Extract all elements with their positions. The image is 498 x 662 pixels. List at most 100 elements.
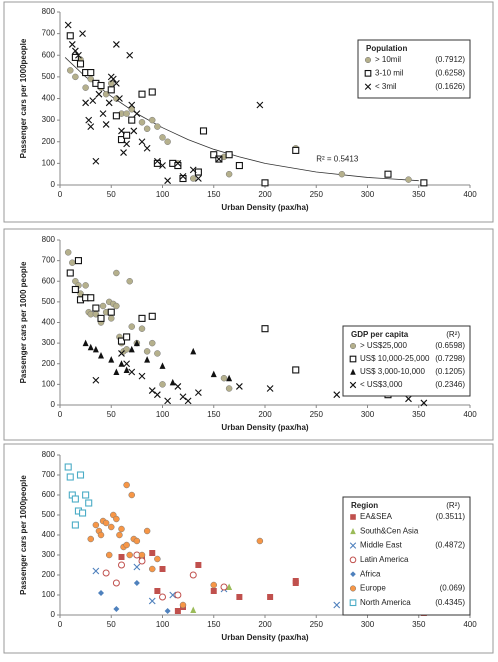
point bbox=[149, 550, 156, 556]
point bbox=[112, 79, 120, 87]
legend-label: North America bbox=[360, 598, 411, 607]
x-tick-label: 50 bbox=[107, 190, 116, 199]
point bbox=[87, 123, 95, 131]
point bbox=[116, 95, 123, 102]
legend-label: EA&SEA bbox=[360, 512, 393, 521]
point bbox=[405, 176, 412, 183]
y-tick-label: 800 bbox=[42, 235, 56, 244]
point bbox=[338, 170, 346, 178]
point bbox=[174, 159, 182, 167]
x-tick-label: 350 bbox=[412, 620, 426, 629]
point bbox=[138, 372, 146, 380]
point bbox=[76, 471, 85, 479]
point bbox=[159, 162, 166, 169]
point bbox=[82, 491, 90, 499]
point bbox=[292, 580, 299, 586]
x-tick-label: 300 bbox=[361, 190, 375, 199]
point bbox=[123, 140, 131, 148]
point bbox=[261, 179, 269, 187]
point bbox=[64, 249, 72, 256]
point bbox=[154, 123, 161, 130]
point bbox=[226, 374, 233, 382]
legend-title: GDP per capita bbox=[351, 330, 409, 339]
legend-r2: (0.6258) bbox=[435, 68, 465, 77]
point bbox=[68, 41, 76, 48]
point bbox=[133, 580, 140, 586]
point bbox=[138, 119, 146, 126]
legend-marker bbox=[364, 69, 372, 77]
point bbox=[72, 73, 79, 81]
point bbox=[89, 97, 97, 105]
point bbox=[210, 370, 217, 378]
x-tick-label: 250 bbox=[310, 190, 324, 199]
point bbox=[102, 121, 110, 128]
point bbox=[117, 337, 126, 345]
point bbox=[138, 325, 146, 332]
point bbox=[138, 138, 146, 146]
legend-marker bbox=[349, 585, 357, 592]
point bbox=[292, 146, 300, 154]
legend-box bbox=[357, 39, 471, 99]
point bbox=[138, 551, 146, 559]
x-tick-label: 350 bbox=[412, 410, 426, 419]
point bbox=[405, 395, 412, 403]
y-tick-label: 500 bbox=[42, 72, 56, 81]
legend-r2: (0.4345) bbox=[435, 598, 465, 607]
point bbox=[98, 590, 104, 596]
point bbox=[64, 463, 72, 471]
point bbox=[169, 378, 176, 386]
point bbox=[128, 116, 136, 124]
y-axis-label: Passenger cars per 1000 people bbox=[19, 261, 28, 383]
point bbox=[154, 555, 161, 563]
point bbox=[225, 385, 233, 392]
point bbox=[154, 350, 161, 357]
x-tick-label: 400 bbox=[463, 410, 477, 419]
point bbox=[144, 356, 151, 363]
legend-label: < US$3,000 bbox=[360, 380, 403, 389]
point bbox=[107, 308, 115, 316]
point bbox=[189, 166, 197, 174]
point bbox=[143, 144, 151, 152]
point bbox=[220, 583, 228, 591]
legend-label: Europe bbox=[360, 584, 386, 593]
point bbox=[266, 385, 274, 392]
x-axis-label: Urban Density (pax/ha) bbox=[221, 203, 308, 212]
point bbox=[128, 101, 136, 109]
point bbox=[179, 393, 187, 401]
point bbox=[143, 348, 151, 355]
x-axis-label: Urban Density (pax/ha) bbox=[221, 633, 308, 642]
point bbox=[102, 519, 110, 527]
point bbox=[118, 554, 125, 560]
y-tick-label: 700 bbox=[42, 470, 56, 479]
point bbox=[292, 366, 300, 374]
point bbox=[333, 391, 341, 399]
point bbox=[87, 69, 95, 77]
x-tick-label: 150 bbox=[207, 410, 221, 419]
x-tick-label: 400 bbox=[463, 620, 477, 629]
point bbox=[112, 112, 120, 120]
y-tick-label: 200 bbox=[42, 137, 56, 146]
point bbox=[210, 151, 218, 159]
y-tick-label: 100 bbox=[42, 590, 56, 599]
point bbox=[113, 515, 120, 523]
legend-title: Region bbox=[351, 501, 378, 510]
y-tick-label: 800 bbox=[42, 450, 56, 459]
point bbox=[420, 399, 428, 407]
point bbox=[108, 356, 115, 363]
legend-label: US$ 10,000-25,000 bbox=[360, 354, 430, 363]
legend-label: Middle East bbox=[360, 541, 403, 550]
point bbox=[116, 531, 123, 539]
point bbox=[92, 376, 100, 384]
x-tick-label: 50 bbox=[107, 620, 116, 629]
point bbox=[215, 155, 223, 163]
x-tick-label: 0 bbox=[58, 410, 63, 419]
point bbox=[118, 525, 125, 533]
legend-marker bbox=[350, 368, 356, 375]
point bbox=[128, 345, 135, 353]
point bbox=[64, 21, 72, 29]
point bbox=[108, 315, 115, 322]
point bbox=[138, 314, 146, 322]
y-tick-label: 400 bbox=[42, 530, 56, 539]
legend-marker bbox=[349, 599, 357, 607]
y-axis-label: Passenger cars per 1000people bbox=[19, 475, 28, 595]
